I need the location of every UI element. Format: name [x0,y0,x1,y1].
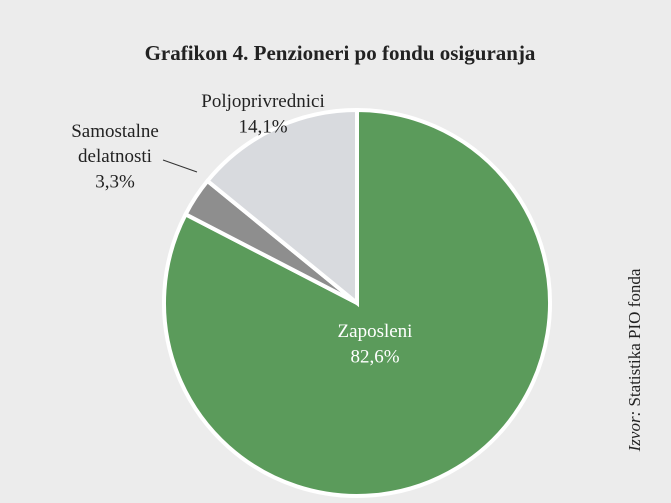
source-label: Izvor: [625,411,644,453]
pie-slice [204,107,359,308]
pie-slice [162,107,552,498]
leader-line [162,159,198,173]
slice-label: Zaposleni [338,321,413,342]
slice-label: Poljoprivrednici [201,91,324,112]
chart-title: Grafikon 4. Penzioneri po fondu osiguran… [145,41,536,65]
value-label: 82,6% [350,346,399,367]
source: Izvor: Statistika PIO fonda [625,268,644,452]
value-label: 14,1% [238,116,287,137]
source-text: Statistika PIO fonda [625,268,644,406]
value-label: 3,3% [95,171,135,192]
slice-label: Samostalne delatnosti [71,121,159,167]
